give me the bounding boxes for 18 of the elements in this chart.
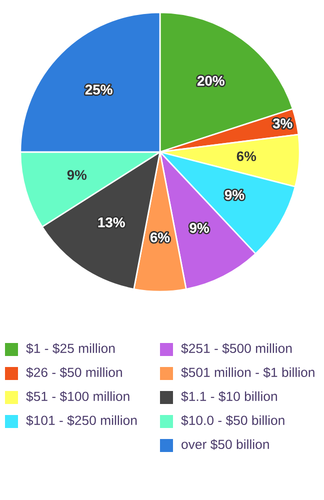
legend-label: $501 million - $1 billion — [181, 367, 314, 378]
data-label: 6% — [236, 151, 256, 162]
data-label: 6% — [150, 232, 170, 242]
data-label: 9% — [190, 223, 209, 233]
legend-label: over $50 billion — [182, 439, 269, 450]
legend-label: $101 - $250 million — [26, 415, 137, 426]
legend-label: $26 - $50 million — [26, 367, 122, 378]
legend-label: $251 - $500 million — [181, 343, 292, 354]
legend-label: $1.1 - $10 billion — [181, 391, 277, 402]
data-label: 20% — [197, 76, 224, 86]
legend-label: $10.0 - $50 billion — [181, 415, 284, 426]
data-label: 9% — [224, 190, 244, 200]
legend-label: $1 - $25 million — [26, 343, 115, 354]
legend-label: $51 - $100 million — [26, 391, 130, 402]
data-label: 9% — [67, 170, 87, 180]
data-label: 13% — [98, 217, 125, 228]
data-label: 3% — [272, 118, 292, 128]
data-label: 25% — [85, 84, 112, 95]
